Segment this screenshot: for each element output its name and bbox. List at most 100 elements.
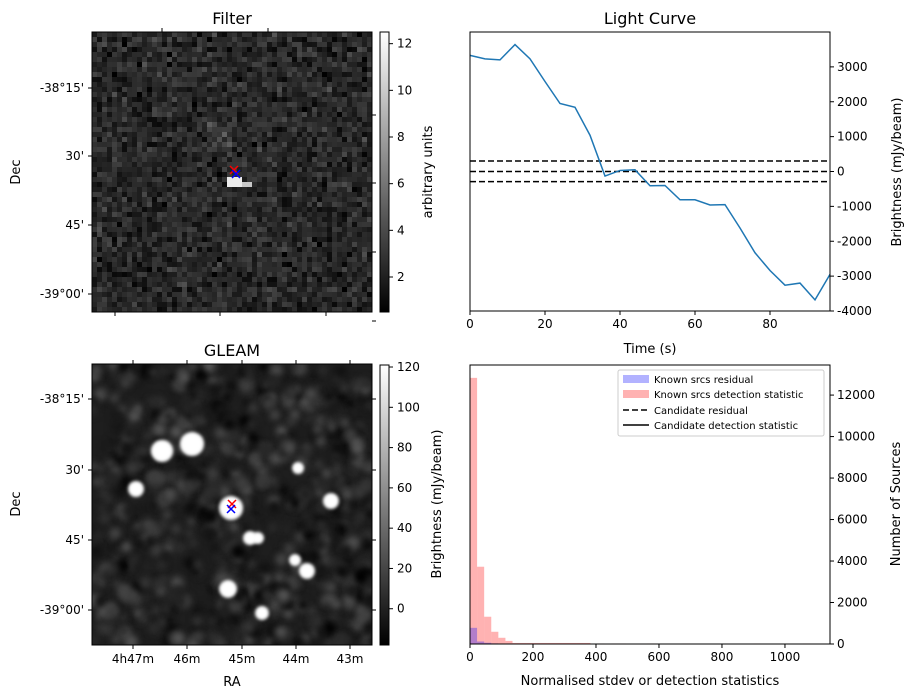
y-tick-label: -1000 (837, 199, 872, 213)
y-tick-label: -3000 (837, 269, 872, 283)
histogram-bar-residual (470, 627, 478, 644)
histogram-bar-detection (498, 637, 506, 644)
filter-colorbar (379, 31, 390, 313)
histogram-bar-residual (484, 642, 492, 644)
colorbar-tick-label: 60 (397, 481, 412, 495)
dec-tick-label: -39°00' (40, 287, 84, 301)
legend-swatch-detection (623, 390, 649, 398)
colorbar-tick-label: 100 (397, 400, 420, 414)
filter-colorbar-label: arbitrary units (421, 125, 436, 218)
lightcurve-title: Light Curve (604, 9, 696, 28)
x-tick-label: 80 (762, 317, 777, 331)
x-tick-label: 40 (612, 317, 627, 331)
histogram-bar-detection (519, 642, 527, 644)
lightcurve-ylabel: Brightness (mJy/beam) (890, 98, 905, 247)
gleam-ylabel: Dec (9, 491, 24, 516)
x-tick-label: 200 (522, 650, 545, 664)
colorbar-tick-label: 0 (397, 602, 405, 616)
histogram-bar-detection (555, 642, 563, 644)
y-tick-label: 1000 (837, 130, 868, 144)
y-tick-label: 2000 (837, 95, 868, 109)
dec-tick-label: 30' (65, 463, 84, 477)
gleam-xlabel: RA (223, 675, 241, 690)
filter-title: Filter (212, 9, 252, 28)
histogram-bar-detection (505, 640, 513, 644)
x-tick-label: 600 (648, 650, 671, 664)
x-tick-label: 20 (537, 317, 552, 331)
histogram-bar-detection (583, 642, 591, 644)
y-tick-label: 0 (837, 637, 845, 651)
gleam-colorbar (379, 364, 390, 646)
histogram-bar-detection (477, 566, 485, 644)
histogram-bar-detection (484, 616, 492, 644)
colorbar-tick-label: 20 (397, 561, 412, 575)
x-tick-label: 400 (585, 650, 608, 664)
y-tick-label: -2000 (837, 234, 872, 248)
light-curve-line (469, 43, 831, 302)
x-tick-label: 1000 (770, 650, 801, 664)
colorbar-tick-label: 8 (397, 130, 405, 144)
histogram-axes-frame (469, 364, 831, 645)
dec-tick-label: -38°15' (40, 392, 84, 406)
histogram-bar-detection (576, 642, 584, 644)
dec-tick-label: 45' (65, 533, 84, 547)
colorbar-tick-label: 10 (397, 83, 412, 97)
dec-tick-label: -39°00' (40, 603, 84, 617)
histogram-bar-detection (569, 642, 577, 644)
x-tick-label: 60 (687, 317, 702, 331)
colorbar-tick-label: 2 (397, 270, 405, 284)
y-tick-label: 12000 (837, 388, 875, 402)
colorbar-tick-label: 12 (397, 37, 412, 51)
y-tick-label: -4000 (837, 304, 872, 318)
histogram-xlabel: Normalised stdev or detection statistics (521, 674, 780, 689)
colorbar-tick-label: 120 (397, 360, 420, 374)
colorbar-tick-label: 40 (397, 521, 412, 535)
lightcurve-xlabel: Time (s) (623, 342, 677, 357)
y-tick-label: 0 (837, 165, 845, 179)
histogram-bar-detection (533, 642, 541, 644)
histogram-bar-detection (540, 642, 548, 644)
filter-ylabel: Dec (9, 159, 24, 184)
y-tick-label: 6000 (837, 513, 868, 527)
gleam-title: GLEAM (204, 341, 260, 360)
ra-tick-label: 45m (229, 652, 256, 666)
ra-tick-label: 4h47m (112, 652, 154, 666)
legend-label: Candidate detection statistic (654, 421, 798, 432)
candidate-marker-blue (226, 504, 236, 514)
ra-tick-label: 46m (174, 652, 201, 666)
y-tick-label: 3000 (837, 60, 868, 74)
filter-axes-frame (91, 31, 373, 313)
colorbar-tick-label: 4 (397, 223, 405, 237)
x-tick-label: 800 (711, 650, 734, 664)
legend-swatch-residual (623, 375, 649, 383)
x-tick-label: 0 (466, 317, 474, 331)
y-tick-label: 4000 (837, 554, 868, 568)
dec-tick-label: 30' (65, 149, 84, 163)
histogram-bar-detection (547, 642, 556, 644)
dec-tick-label: 45' (65, 218, 84, 232)
histogram-ylabel: Number of Sources (889, 442, 904, 567)
legend-label: Known srcs detection statistic (654, 390, 803, 401)
y-tick-label: 2000 (837, 596, 868, 610)
x-tick-label: 0 (466, 650, 474, 664)
histogram-bar-detection (470, 377, 478, 644)
gleam-axes-frame (91, 363, 373, 646)
ra-tick-label: 44m (283, 652, 310, 666)
colorbar-tick-label: 80 (397, 441, 412, 455)
y-tick-label: 10000 (837, 430, 875, 444)
gleam-colorbar-label: Brightness (mJy/beam) (430, 430, 445, 579)
candidate-marker-blue (231, 169, 241, 179)
legend-label: Candidate residual (654, 406, 748, 417)
dec-tick-label: -38°15' (40, 81, 84, 95)
legend-label: Known srcs residual (654, 375, 753, 386)
histogram-bar-detection (526, 642, 534, 644)
histogram-bar-detection (562, 642, 570, 644)
histogram-legend: Known srcs residual Known srcs detection… (617, 369, 825, 437)
histogram-bar-residual (477, 641, 485, 644)
histogram-bar-detection (512, 642, 520, 644)
ra-tick-label: 43m (337, 652, 364, 666)
y-tick-label: 8000 (837, 471, 868, 485)
histogram-bar-detection (491, 631, 499, 644)
